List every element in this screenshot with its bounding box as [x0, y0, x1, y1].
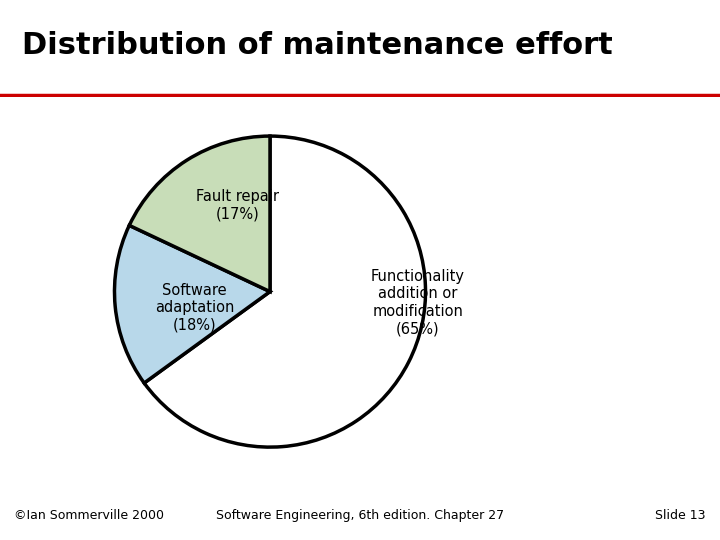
Text: Distribution of maintenance effort: Distribution of maintenance effort [22, 31, 612, 60]
Wedge shape [130, 136, 270, 292]
Text: ©Ian Sommerville 2000: ©Ian Sommerville 2000 [14, 509, 164, 522]
Wedge shape [144, 136, 426, 447]
Text: Functionality
addition or
modification
(65%): Functionality addition or modification (… [371, 269, 464, 336]
Text: Software
adaptation
(18%): Software adaptation (18%) [155, 283, 234, 333]
Text: Software Engineering, 6th edition. Chapter 27: Software Engineering, 6th edition. Chapt… [216, 509, 504, 522]
Wedge shape [114, 225, 270, 383]
Text: Slide 13: Slide 13 [655, 509, 706, 522]
Text: Fault repair
(17%): Fault repair (17%) [196, 189, 279, 221]
